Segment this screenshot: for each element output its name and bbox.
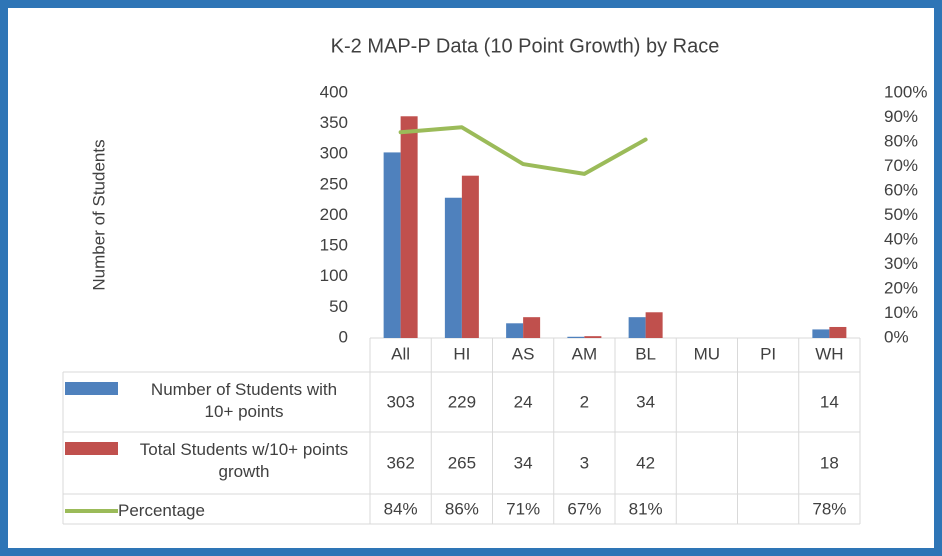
table-value: 78% (812, 499, 846, 518)
y2-tick-label: 100% (884, 82, 927, 101)
y-tick-label: 0 (339, 327, 348, 346)
y-tick-label: 50 (329, 297, 348, 316)
legend-label: Percentage (118, 501, 205, 520)
x-tick-label: MU (694, 344, 720, 363)
table-value: 84% (384, 499, 418, 518)
bar (567, 336, 585, 338)
y-axis-title: Number of Students (89, 139, 108, 290)
table-value: 86% (445, 499, 479, 518)
bar (829, 326, 847, 338)
legend-key (65, 442, 118, 455)
table-value: 362 (386, 453, 414, 472)
table-value: 81% (629, 499, 663, 518)
table-value: 71% (506, 499, 540, 518)
line (398, 125, 648, 176)
x-tick-label: PI (760, 344, 776, 363)
table-value: 303 (386, 392, 414, 411)
bar (461, 175, 479, 338)
table-value: 229 (448, 392, 476, 411)
x-tick-label: AS (512, 344, 535, 363)
table-value: 3 (580, 453, 589, 472)
chart-title: K-2 MAP-P Data (10 Point Growth) by Race (331, 35, 720, 57)
bar (812, 329, 830, 338)
x-tick-label: HI (453, 344, 470, 363)
legend-label: Number of Students with 10+ points (150, 380, 338, 421)
table-value: 34 (636, 392, 655, 411)
y2-tick-label: 50% (884, 205, 918, 224)
x-tick-label: All (391, 344, 410, 363)
table-value: 18 (820, 453, 839, 472)
y2-tick-label: 20% (884, 278, 918, 297)
y2-tick-label: 70% (884, 156, 918, 175)
bar (645, 312, 663, 338)
legend-label: Total Students w/10+ points growth (139, 440, 349, 481)
y2-tick-label: 40% (884, 229, 918, 248)
y-tick-label: 300 (320, 144, 348, 163)
bar (628, 317, 646, 338)
table-value: 14 (820, 392, 839, 411)
y-tick-label: 100 (320, 266, 348, 285)
bar (400, 116, 418, 339)
table-value: 24 (514, 392, 533, 411)
y2-tick-label: 30% (884, 254, 918, 273)
x-tick-label: BL (635, 344, 656, 363)
x-tick-label: WH (815, 344, 843, 363)
bar (383, 152, 401, 338)
y2-tick-label: 60% (884, 180, 918, 199)
y-tick-label: 250 (320, 174, 348, 193)
y2-tick-label: 80% (884, 131, 918, 150)
table-value: 34 (514, 453, 533, 472)
table-value: 67% (567, 499, 601, 518)
bar (584, 336, 602, 338)
table-value: 42 (636, 453, 655, 472)
bar (523, 317, 541, 338)
y-tick-label: 200 (320, 205, 348, 224)
y-tick-label: 400 (320, 82, 348, 101)
table-value: 2 (580, 392, 589, 411)
bar (444, 197, 462, 338)
table-value: 265 (448, 453, 476, 472)
legend-key (65, 382, 118, 395)
y2-tick-label: 90% (884, 107, 918, 126)
y2-tick-label: 10% (884, 303, 918, 322)
y2-tick-label: 0% (884, 327, 909, 346)
x-tick-label: AM (572, 344, 598, 363)
y-tick-label: 350 (320, 113, 348, 132)
bar (506, 323, 524, 338)
y-tick-label: 150 (320, 236, 348, 255)
